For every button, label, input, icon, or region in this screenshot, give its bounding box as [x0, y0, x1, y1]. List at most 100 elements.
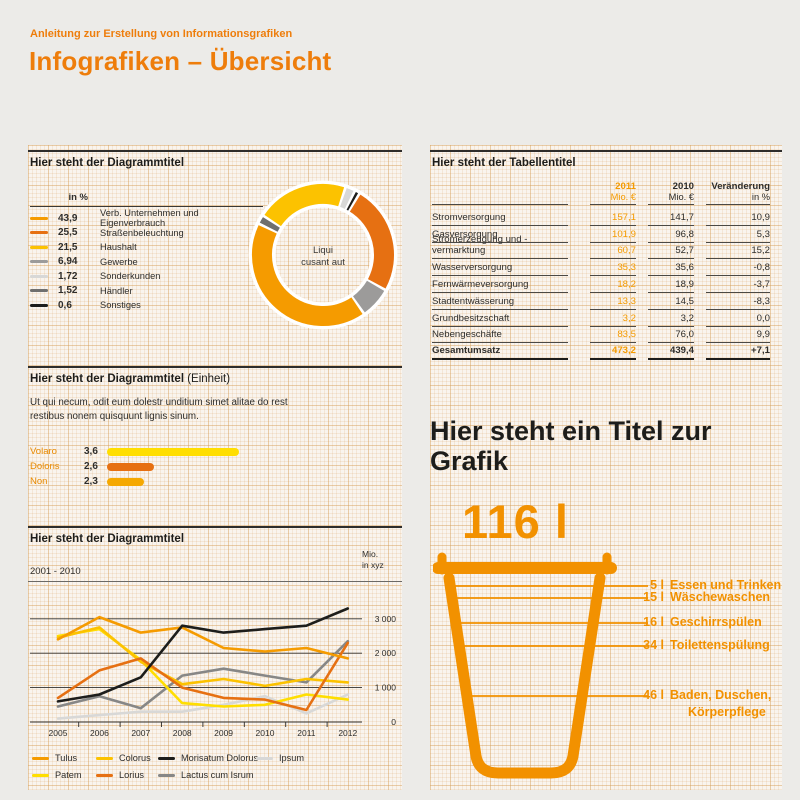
- bar-value: 3,6: [84, 446, 98, 457]
- donut-legend-row: 6,94 Gewerbe: [30, 255, 260, 270]
- table-row: Gasversorgung 101,9 96,8 5,3: [432, 226, 770, 243]
- bucket-item-label: 5 l Essen und Trinken: [618, 579, 781, 592]
- svg-text:1 000: 1 000: [375, 683, 397, 693]
- row-label: Gesamtumsatz: [432, 345, 568, 361]
- bar-chart-title: Hier steht der Diagrammtitel (Einheit): [30, 373, 231, 385]
- donut-legend-row: 0,6 Sonstiges: [30, 298, 260, 313]
- legend-swatch: [30, 303, 48, 307]
- value-2011: 473,2: [590, 345, 636, 361]
- table-row: Nebengeschäfte 83,5 76,0 9,9: [432, 327, 770, 344]
- bar-category: Non: [30, 476, 48, 487]
- donut-legend-row: 25,5 Straßenbeleuchtung: [30, 226, 260, 241]
- row-label: Gasversorgung: [432, 229, 568, 243]
- value-2010: 76,0: [648, 329, 694, 344]
- donut-legend-row: 21,5 Haushalt: [30, 240, 260, 255]
- bucket-title: Hier steht ein Titel zur Grafik: [430, 416, 712, 477]
- donut-chart: [248, 180, 398, 330]
- value-change: -0,8: [706, 262, 770, 277]
- svg-text:2009: 2009: [214, 728, 233, 738]
- bucket-item-label: 46 l Baden, Duschen,: [618, 689, 771, 702]
- bar-row: Doloris 2,6: [30, 459, 370, 474]
- right-grid-panel: [430, 145, 782, 790]
- donut-legend-row: 43,9 Verb. Unternehmen und Eigenverbrauch: [30, 208, 260, 228]
- svg-text:2010: 2010: [256, 728, 275, 738]
- donut-legend: 43,9 Verb. Unternehmen und Eigenverbrauch…: [30, 208, 260, 313]
- item-quantity: 5 l: [650, 578, 664, 592]
- rule-donut-section: [28, 150, 402, 152]
- bar-value: 2,3: [84, 476, 98, 487]
- bar-row: Volaro 3,6: [30, 444, 370, 459]
- svg-text:2007: 2007: [131, 728, 150, 738]
- value-2010: 3,2: [648, 313, 694, 327]
- legend-swatch: [30, 289, 48, 293]
- bucket-item-label: 34 l Toilettenspülung: [618, 639, 770, 652]
- item-text: Wäschewaschen: [670, 590, 771, 604]
- bucket-chart: [433, 552, 648, 779]
- page-title: Infografiken – Übersicht: [29, 46, 332, 76]
- item-quantity: 46 l: [643, 688, 664, 702]
- bar-value: 2,6: [84, 461, 98, 472]
- legend-value: 25,5: [58, 227, 78, 239]
- donut-legend-rule: [30, 206, 263, 207]
- svg-text:2006: 2006: [90, 728, 109, 738]
- value-change: 10,9: [706, 212, 770, 226]
- column-header: 2010 Mio. €: [648, 181, 694, 205]
- bar: [107, 477, 144, 486]
- legend-label: Gewerbe: [100, 256, 138, 267]
- value-change: 15,2: [706, 245, 770, 260]
- legend-swatch: [30, 245, 48, 249]
- table-row: Stromversorgung 157,1 141,7 10,9: [432, 209, 770, 226]
- legend-swatch: [30, 231, 48, 235]
- bar-chart: Volaro 3,6 Doloris 2,6 Non 2,3: [30, 444, 370, 489]
- line-chart-subtitle-rule: [28, 581, 402, 582]
- donut-legend-row: 1,52 Händler: [30, 284, 260, 299]
- value-2011: 157,1: [590, 212, 636, 226]
- legend-value: 6,94: [58, 256, 78, 268]
- value-2010: 35,6: [648, 262, 694, 277]
- legend-label: Straßenbeleuchtung: [100, 227, 184, 238]
- item-quantity: 34 l: [643, 638, 664, 652]
- legend-swatch: [30, 216, 48, 220]
- value-2011: 101,9: [590, 229, 636, 243]
- row-label: Stadtentwässerung: [432, 296, 568, 310]
- rule-bar-section: [28, 366, 402, 368]
- column-header: 2011 Mio. €: [590, 181, 636, 205]
- bar-row: Non 2,3: [30, 474, 370, 489]
- table-row: Grundbesitzschaft 3,2 3,2 0,0: [432, 310, 770, 327]
- table-total-row: Gesamtumsatz 473,2 439,4 +7,1: [432, 343, 770, 361]
- value-change: 0,0: [706, 313, 770, 327]
- row-label: Stromversorgung: [432, 212, 568, 226]
- svg-text:2005: 2005: [49, 728, 68, 738]
- line-chart-title: Hier steht der Diagrammtitel: [30, 533, 185, 545]
- row-label: Stromerzeugung und -vermarktung: [432, 234, 568, 260]
- bucket-total-label: 116 l: [462, 495, 569, 548]
- item-text: Baden, Duschen,: [670, 688, 772, 702]
- value-2011: 3,2: [590, 313, 636, 327]
- value-change: 5,3: [706, 229, 770, 243]
- bar-category: Doloris: [30, 461, 60, 472]
- column-header: Veränderung in %: [706, 181, 770, 205]
- item-text: Toilettenspülung: [670, 638, 770, 652]
- table-header-row: 2011 Mio. € 2010 Mio. € Veränderung in %: [432, 181, 770, 205]
- donut-legend-row: 1,72 Sonderkunden: [30, 269, 260, 284]
- row-label: Wasserversorgung: [432, 262, 568, 277]
- line-chart-subtitle: 2001 - 2010: [30, 566, 81, 577]
- y-axis-unit-label: Mio. in xyz: [362, 549, 384, 571]
- table-body: Stromversorgung 157,1 141,7 10,9 Gasversorgu…: [432, 209, 770, 361]
- value-2011: 35,3: [590, 262, 636, 277]
- value-change: -3,7: [706, 279, 770, 293]
- svg-text:0: 0: [391, 717, 396, 727]
- row-label: Grundbesitzschaft: [432, 313, 568, 327]
- item-quantity: 15 l: [643, 590, 664, 604]
- left-grid-panel: [28, 145, 402, 790]
- value-change: -8,3: [706, 296, 770, 310]
- table-title: Hier steht der Tabellentitel: [432, 157, 576, 169]
- donut-center-label: Liqui cusant aut: [301, 245, 345, 269]
- svg-text:2 000: 2 000: [375, 648, 397, 658]
- value-2011: 18,2: [590, 279, 636, 293]
- eyebrow-text: Anleitung zur Erstellung von Information…: [30, 28, 293, 40]
- bar: [107, 447, 239, 456]
- table-row: Fernwärmeversorgung 18,2 18,9 -3,7: [432, 276, 770, 293]
- donut-unit-header: in %: [68, 192, 88, 203]
